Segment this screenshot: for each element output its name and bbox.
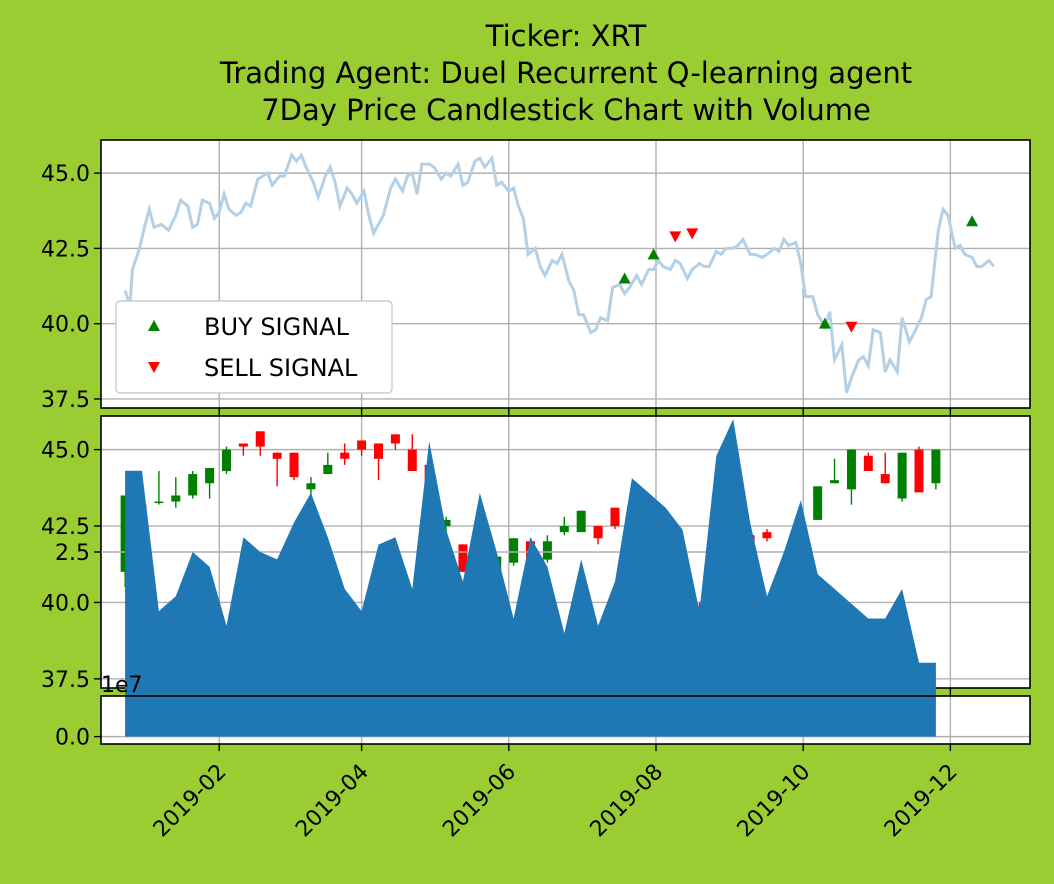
sell-signal-marker (686, 228, 699, 240)
volume-panel: 0.0 2.5 1e7 (55, 419, 1031, 751)
candle-y-tick-label: 45.0 (41, 439, 90, 464)
candle-body (255, 431, 265, 447)
candle-y-tick-label: 37.5 (41, 668, 90, 693)
title-line-2: Trading Agent: Duel Recurrent Q-learning… (219, 56, 912, 90)
buy-signal-marker (818, 317, 831, 329)
candle-body (357, 440, 367, 450)
candle-y-tick-label: 40.0 (41, 591, 90, 616)
x-tick-label: 2019-08 (586, 760, 669, 843)
x-tick-label: 2019-02 (149, 760, 232, 843)
x-tick-label: 2019-10 (733, 760, 816, 843)
candle-body (289, 452, 299, 478)
candle-body (610, 507, 620, 527)
candle-body (576, 510, 586, 533)
vol-y-tick-label: 2.5 (55, 541, 90, 566)
candle-body (931, 449, 941, 484)
legend-sell-marker (148, 362, 160, 373)
candle-body (813, 486, 823, 520)
sell-signal-marker (669, 231, 682, 243)
candle-body (593, 526, 603, 539)
candle-body (171, 495, 181, 502)
candle-body (340, 452, 350, 459)
candle-body (863, 455, 873, 472)
candle-body (221, 449, 231, 472)
chart-title: Ticker: XRT Trading Agent: Duel Recurren… (219, 19, 912, 127)
candle-body (238, 443, 248, 447)
price-axes-frame (100, 139, 1031, 409)
price-y-tick-label: 37.5 (41, 388, 90, 413)
legend-sell-label: SELL SIGNAL (204, 354, 358, 382)
candle-body (830, 480, 840, 484)
legend-buy-marker (148, 320, 160, 331)
x-axis: 2019-02 2019-04 2019-06 2019-08 2019-10 2019-… (149, 760, 963, 843)
legend-box (115, 300, 393, 394)
candle-y-tick-label: 42.5 (41, 515, 90, 540)
legend-buy-label: BUY SIGNAL (204, 313, 350, 341)
candle-body (323, 464, 333, 475)
candle-body (390, 434, 400, 444)
candle-body (441, 519, 451, 527)
candle-body (897, 452, 907, 499)
vol-axes-frame (100, 695, 1031, 745)
candle-body (306, 483, 316, 490)
candle-body (914, 449, 924, 493)
title-line-1: Ticker: XRT (485, 19, 647, 53)
legend: BUY SIGNAL SELL SIGNAL (115, 300, 393, 394)
candle-body (509, 538, 519, 563)
title-line-3: 7Day Price Candlestick Chart with Volume (261, 93, 871, 127)
candle-body (407, 449, 417, 472)
x-tick-label: 2019-12 (880, 760, 963, 843)
price-y-tick-label: 40.0 (41, 313, 90, 338)
price-line (123, 152, 995, 394)
candle-body (846, 449, 856, 490)
candle-body (458, 544, 468, 572)
price-y-tick-label: 42.5 (41, 237, 90, 262)
vol-y-tick-label: 0.0 (55, 726, 90, 751)
candle-body (542, 541, 552, 560)
candle-body (880, 474, 890, 484)
buy-signal-marker (966, 215, 979, 227)
candle-body (188, 474, 198, 496)
candle-body (373, 443, 383, 459)
candle-body (205, 467, 215, 484)
candle-body (559, 526, 569, 533)
x-tick-label: 2019-04 (291, 760, 374, 843)
volume-area (125, 419, 936, 737)
sell-signal-marker (845, 321, 858, 333)
buy-signal-marker (618, 272, 631, 284)
x-tick-label: 2019-06 (438, 760, 521, 843)
candle-body (272, 452, 282, 459)
candle-body (762, 532, 772, 539)
price-y-tick-label: 45.0 (41, 162, 90, 187)
price-panel: 37.5 40.0 42.5 45.0 BUY SIGNAL SELL SIGNAL (41, 139, 1031, 415)
candle-body (154, 501, 164, 504)
buy-signal-marker (647, 248, 660, 260)
volume-scale-label: 1e7 (101, 673, 143, 698)
